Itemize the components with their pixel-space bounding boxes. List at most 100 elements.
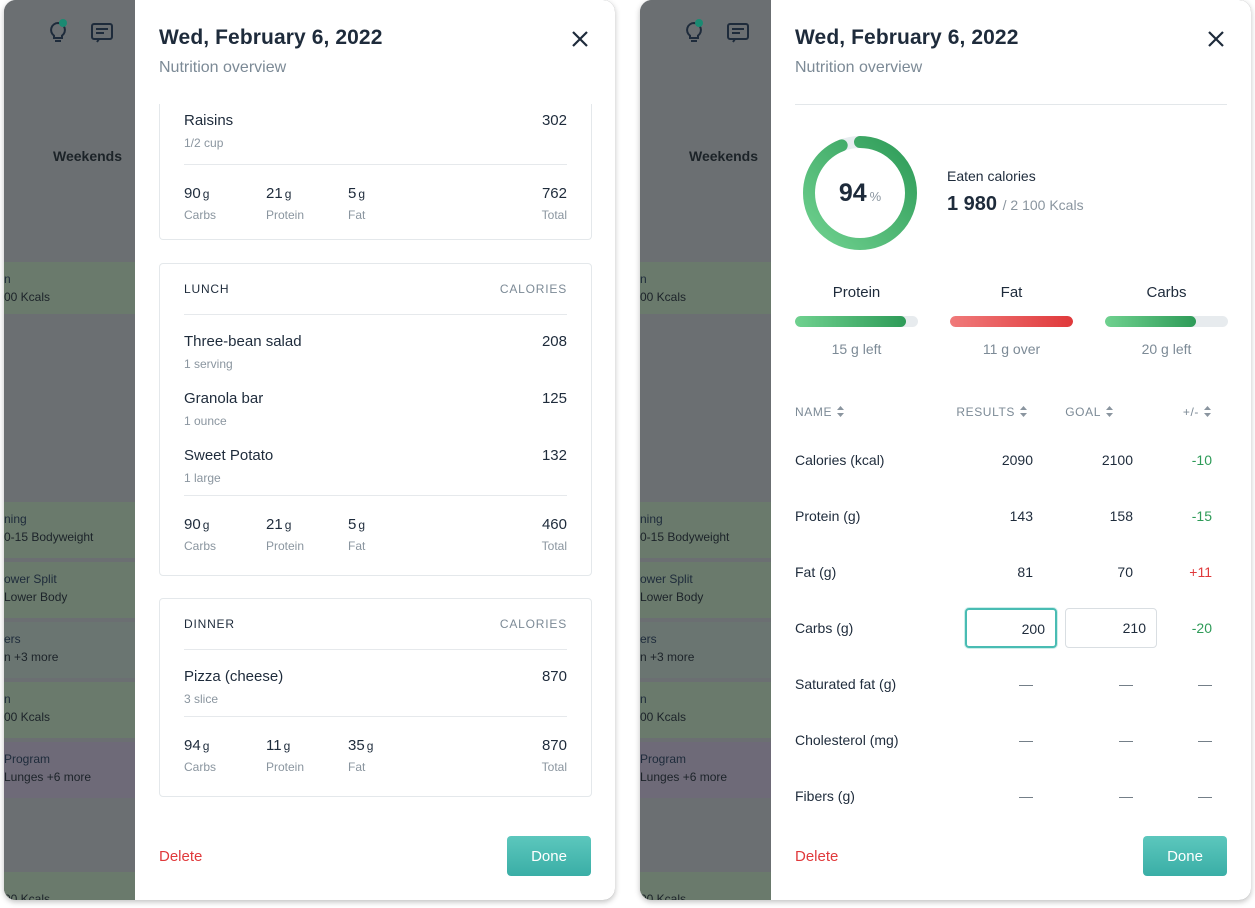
eaten-title: Eaten calories — [947, 168, 1036, 184]
event-subtitle: n +3 more — [640, 650, 695, 664]
row-diff: -15 — [1191, 508, 1212, 524]
food-calories: 125 — [541, 390, 567, 407]
close-icon[interactable] — [571, 30, 589, 48]
row-goal[interactable]: — — [1119, 732, 1133, 748]
meal-list[interactable]: Raisins 1/2 cup 302 90 g Carbs 21 g Protein 5… — [159, 104, 592, 804]
row-result[interactable]: — — [1019, 788, 1033, 804]
macro-carbs: Carbs 20 g left — [1105, 284, 1228, 357]
row-result[interactable]: — — [1019, 676, 1033, 692]
event-strip[interactable]: ower Split Lower Body — [640, 562, 771, 618]
meal-card-dinner: DINNER CALORIES Pizza (cheese) 3 slice 870… — [159, 598, 592, 797]
row-diff: — — [1198, 732, 1212, 748]
event-strip[interactable]: n 00 Kcals — [4, 262, 135, 314]
sort-results[interactable]: RESULTS — [945, 405, 1027, 419]
table-row[interactable]: Cholesterol (mg) — — — — [795, 712, 1228, 768]
unit: g — [202, 739, 210, 753]
date-title: Wed, February 6, 2022 — [159, 26, 383, 49]
unit: g — [202, 187, 210, 201]
row-result[interactable]: 81 — [1017, 564, 1033, 580]
row-result[interactable]: 2090 — [1001, 452, 1033, 468]
row-goal[interactable]: 70 — [1117, 564, 1133, 580]
result-input[interactable]: 200 — [965, 608, 1057, 648]
protein-value: 21 — [266, 185, 283, 202]
table-row[interactable]: Calories (kcal) 2090 2100 -10 — [795, 432, 1228, 488]
eaten-calories: Eaten calories 1 980 / 2 100 Kcals — [947, 168, 1084, 216]
fat-value: 35 — [348, 737, 365, 754]
carbs-value: 90 — [184, 516, 201, 533]
sort-goal[interactable]: GOAL — [1027, 405, 1113, 419]
food-qty: 1 ounce — [184, 414, 227, 428]
event-title: n — [4, 692, 11, 706]
unit: g — [283, 739, 291, 753]
lightbulb-icon[interactable] — [680, 18, 708, 46]
macro-bar-fill — [1105, 316, 1197, 327]
sort-name[interactable]: NAME — [795, 405, 945, 419]
food-item[interactable]: Pizza (cheese) 3 slice 870 — [160, 650, 591, 707]
unit: g — [358, 518, 366, 532]
event-strip[interactable]: ning 0-15 Bodyweight — [4, 502, 135, 558]
sheet-footer: Delete Done — [159, 836, 591, 876]
event-subtitle: Lunges +6 more — [640, 770, 728, 784]
macro-status: 11 g over — [982, 341, 1041, 357]
event-strip[interactable]: n 00 Kcals — [640, 262, 771, 314]
event-strip[interactable]: ning 0-15 Bodyweight — [640, 502, 771, 558]
event-subtitle: 00 Kcals — [640, 892, 687, 900]
row-name: Carbs (g) — [795, 620, 854, 636]
lightbulb-icon[interactable] — [44, 18, 72, 46]
event-strip[interactable]: ers n +3 more — [640, 622, 771, 678]
event-strip[interactable]: 00 Kcals — [640, 872, 771, 900]
protein-label: Protein — [266, 208, 305, 222]
ring-label: 94% — [801, 134, 919, 252]
event-strip[interactable]: 00 Kcals — [4, 872, 135, 900]
row-result[interactable]: — — [1019, 732, 1033, 748]
carbs-label: Carbs — [184, 760, 217, 774]
carbs-label: Carbs — [184, 539, 217, 553]
event-strip[interactable]: n 00 Kcals — [640, 682, 771, 738]
row-goal[interactable]: — — [1119, 788, 1133, 804]
sort-icon — [1106, 406, 1113, 417]
table-row[interactable]: Protein (g) 143 158 -15 — [795, 488, 1228, 544]
table-row[interactable]: Fibers (g) — — — — [795, 768, 1228, 824]
sort-diff[interactable]: +/- — [1113, 405, 1211, 419]
row-goal[interactable]: 158 — [1109, 508, 1133, 524]
event-title: n — [4, 272, 11, 286]
table-row[interactable]: Fat (g) 81 70 +11 — [795, 544, 1228, 600]
goal-input[interactable]: 210 — [1065, 608, 1157, 648]
delete-button[interactable]: Delete — [795, 847, 839, 865]
food-calories: 870 — [541, 668, 567, 685]
food-item[interactable]: Granola bar 1 ounce 125 — [160, 372, 591, 429]
table-row-editing[interactable]: Carbs (g) 200 210 -20 — [795, 600, 1228, 656]
meal-title: DINNER — [184, 617, 235, 631]
row-goal[interactable]: — — [1119, 676, 1133, 692]
notes-icon[interactable] — [724, 18, 752, 46]
food-item[interactable]: Sweet Potato 1 large 132 — [160, 429, 591, 486]
event-title: ning — [640, 512, 663, 526]
event-subtitle: 00 Kcals — [4, 290, 51, 304]
ring-percent: 94 — [838, 178, 867, 207]
table-row[interactable]: Saturated fat (g) — — — — [795, 656, 1228, 712]
food-item[interactable]: Raisins 1/2 cup 302 — [160, 104, 591, 151]
notes-icon[interactable] — [88, 18, 116, 46]
event-strip[interactable]: Program Lunges +6 more — [640, 742, 771, 798]
row-goal[interactable]: 2100 — [1101, 452, 1133, 468]
done-button[interactable]: Done — [1143, 836, 1227, 876]
delete-button[interactable]: Delete — [159, 847, 203, 865]
unit: g — [366, 739, 374, 753]
header-label: +/- — [1182, 405, 1199, 419]
food-item[interactable]: Three-bean salad 1 serving 208 — [160, 315, 591, 372]
event-strip[interactable]: Program Lunges +6 more — [4, 742, 135, 798]
eaten-value: 1 980 — [947, 193, 998, 215]
event-subtitle: 00 Kcals — [4, 892, 51, 900]
total-value: 762 — [541, 185, 567, 202]
calories-column-label: CALORIES — [499, 617, 567, 631]
row-result[interactable]: 143 — [1009, 508, 1033, 524]
done-button[interactable]: Done — [507, 836, 591, 876]
event-strip[interactable]: ower Split Lower Body — [4, 562, 135, 618]
macro-name: Fat — [1000, 284, 1023, 301]
event-strip[interactable]: n 00 Kcals — [4, 682, 135, 738]
food-calories: 132 — [541, 447, 567, 464]
close-icon[interactable] — [1207, 30, 1225, 48]
carbs-value: 94 — [184, 737, 201, 754]
event-strip[interactable]: ers n +3 more — [4, 622, 135, 678]
meal-card-lunch: LUNCH CALORIES Three-bean salad 1 serving … — [159, 263, 592, 576]
